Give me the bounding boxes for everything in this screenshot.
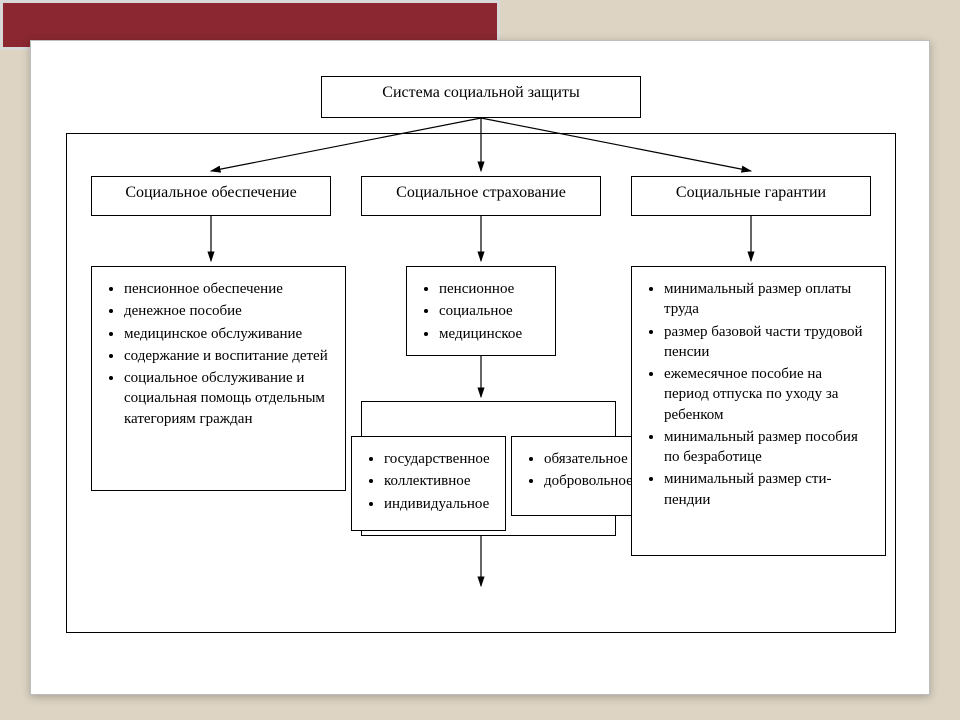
list-item: медицинское обслуживание (124, 324, 329, 344)
branch-title-0-label: Социальное обеспечение (125, 184, 296, 201)
list-item: государственное (384, 449, 489, 469)
branch-title-2: Социальные гарантии (631, 176, 871, 216)
branch-title-1: Социальное страхование (361, 176, 601, 216)
list-item: минимальный размер сти­пендии (664, 469, 869, 510)
root-box: Система социальной защиты (321, 76, 641, 118)
branch-items-0: пенсионное обеспечение денежное пособие … (91, 266, 346, 491)
list-item: размер базовой части трудо­вой пенсии (664, 322, 869, 363)
list-item: минимальный размер посо­бия по безработи… (664, 427, 869, 468)
list-item: денежное пособие (124, 301, 329, 321)
list-item: коллективное (384, 471, 489, 491)
list-item: обязательное (544, 449, 644, 469)
list-item: пенсионное обеспечение (124, 279, 329, 299)
root-label: Система социальной защиты (382, 84, 579, 101)
diagram-paper: Система социальной защиты Социальное обе… (30, 40, 930, 695)
list-item: пенсионное (439, 279, 539, 299)
list-item: социальное (439, 301, 539, 321)
branch-title-0: Социальное обеспечение (91, 176, 331, 216)
list-item: медицинское (439, 324, 539, 344)
branch-items-2: минимальный размер оплаты труда размер б… (631, 266, 886, 556)
branch-items-1: пенсионное социальное медицинское (406, 266, 556, 356)
list-item: минимальный размер оплаты труда (664, 279, 869, 320)
branch-items-0-list: пенсионное обеспечение денежное пособие … (102, 273, 335, 435)
list-item: содержание и воспитание детей (124, 346, 329, 366)
branch-title-2-label: Социальные гарантии (676, 184, 826, 201)
list-item: индивидуальное (384, 494, 489, 514)
branch-title-1-label: Социальное страхование (396, 184, 566, 201)
branch-items-1-list: пенсионное социальное медицинское (417, 273, 545, 350)
list-item: добровольное (544, 471, 644, 491)
branch-sub-left: государственное коллективное индивидуаль… (351, 436, 506, 531)
list-item: социальное обслужива­ние и социальная по… (124, 368, 329, 429)
list-item: ежемесячное пособие на период отпуска по… (664, 364, 869, 425)
branch-sub-left-list: государственное коллективное индивидуаль… (362, 443, 495, 520)
branch-items-2-list: минимальный размер оплаты труда размер б… (642, 273, 875, 516)
